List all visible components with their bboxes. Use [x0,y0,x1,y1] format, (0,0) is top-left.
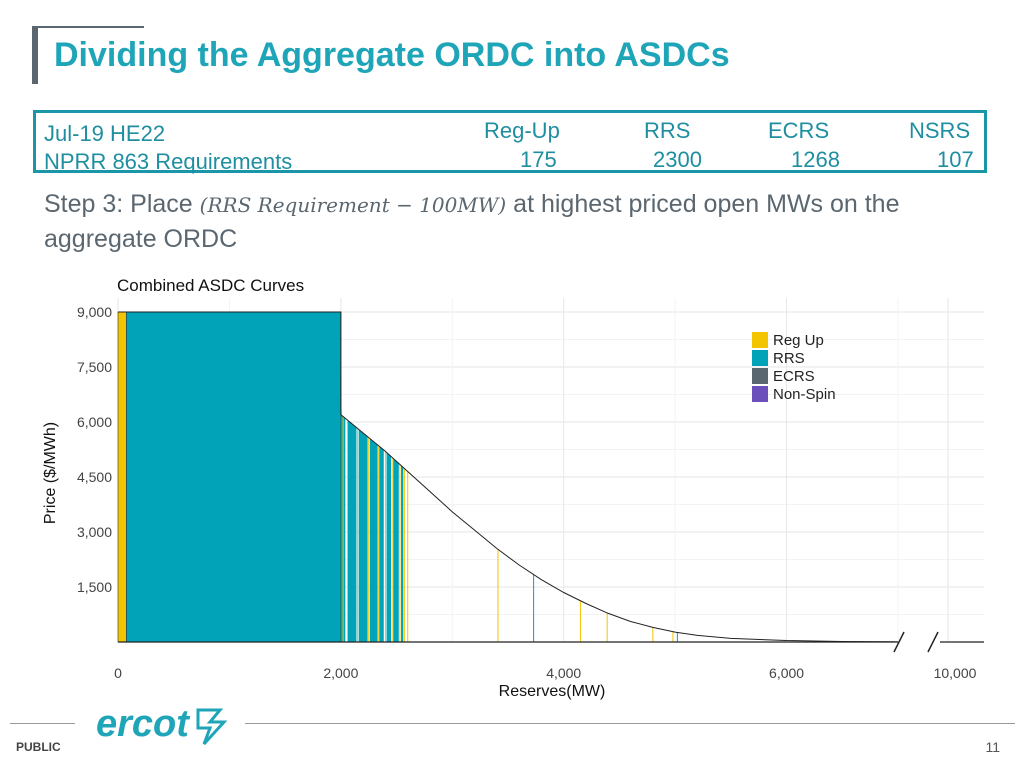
legend-swatch [752,332,768,348]
period-label: Jul-19 HE22 [44,121,166,146]
rrs-value: 2300 [653,147,702,172]
nsrs-value: 107 [937,147,974,172]
rrs-slice [393,458,399,642]
ecrs-value: 1268 [791,147,840,172]
axes: 1,500 3,000 4,500 6,000 7,500 9,000 0 2,000 4,00… [77,304,984,681]
footer-public-label: PUBLIC [16,740,61,754]
y-tick-label: 1,500 [77,579,112,595]
footer-divider-right [245,723,1015,724]
page-title: Dividing the Aggregate ORDC into ASDCs [54,36,730,74]
step-instruction: Step 3: Place (RRS Requirement − 100MW) … [44,187,1004,256]
legend-label: ECRS [773,368,815,385]
y-tick-label: 6,000 [77,414,112,430]
x-axis-label: Reserves(MW) [499,683,606,700]
rrs-slice [358,429,368,642]
ercot-bolt-icon [196,708,228,746]
y-tick-label: 7,500 [77,359,112,375]
y-axis-label: Price ($/MWh) [42,422,59,524]
nsrs-header: NSRS [909,118,971,143]
rrs-slice [379,446,384,642]
y-tick-label: 3,000 [77,524,112,540]
rrs-block [126,311,342,643]
series-areas [117,311,404,643]
rrs-header: RRS [644,118,691,143]
step-formula: (RRS Requirement − 100MW) [199,193,507,217]
reg-up-block [117,311,127,643]
x-tick-label: 2,000 [323,665,358,681]
legend-label: Non-Spin [773,386,836,403]
x-tick-label: 6,000 [769,665,804,681]
legend-swatch [752,386,768,402]
y-tick-label: 4,500 [77,469,112,485]
chart-title: Combined ASDC Curves [117,276,304,295]
aggregate-ordc-curve [118,311,899,643]
y-tick-label: 9,000 [77,304,112,320]
asdc-chart-svg: 1,500 3,000 4,500 6,000 7,500 9,000 0 2,000 4,00… [42,276,984,700]
x-tick-label-break: 10,000 [934,665,977,681]
reg-up-header: Reg-Up [484,118,560,143]
reg-up-value: 175 [520,147,557,172]
asdc-chart: 1,500 3,000 4,500 6,000 7,500 9,000 0 2,000 4,00… [0,268,1024,708]
legend-label: Reg Up [773,332,824,349]
rrs-slice [401,465,404,642]
axis-break-mark-left [893,631,905,653]
ercot-logo: ercot [96,703,228,746]
axis-break-mark-right [927,631,939,653]
title-accent-line [32,26,144,28]
footer-divider-left [10,723,75,724]
rrs-slice [369,438,378,642]
title-accent-bar [32,28,38,84]
legend-swatch [752,368,768,384]
rrs-slice [347,420,357,642]
ercot-logo-text: ercot [96,703,190,745]
legend-swatch [752,350,768,366]
x-tick-label: 0 [114,665,122,681]
requirements-box: Jul-19 HE22 NPRR 863 Requirements Reg-Up… [33,110,987,174]
step-suffix: at highest priced open MWs on the aggreg… [44,190,900,253]
step-prefix: Step 3: Place [44,190,200,218]
ecrs-header: ECRS [768,118,830,143]
x-tick-label: 4,000 [546,665,581,681]
page-number: 11 [985,739,1000,755]
series-lines [118,311,899,643]
nprr-label: NPRR 863 Requirements [44,149,293,174]
rrs-slice [386,452,391,642]
legend-label: RRS [773,350,805,367]
